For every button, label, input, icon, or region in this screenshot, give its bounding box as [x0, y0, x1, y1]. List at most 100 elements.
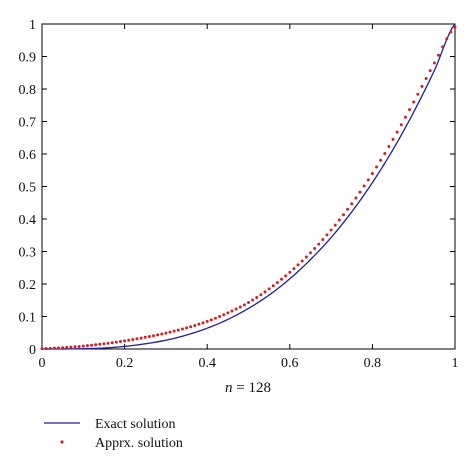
series-apprx-solution-point: [73, 345, 77, 349]
series-apprx-solution-point: [391, 137, 395, 141]
series-apprx-solution-point: [445, 37, 449, 41]
series-apprx-solution-point: [152, 334, 156, 338]
series-apprx-solution-point: [156, 333, 160, 337]
series-apprx-solution-point: [453, 25, 457, 29]
series-apprx-solution-point: [77, 344, 81, 348]
series-apprx-solution-point: [90, 343, 94, 347]
series-apprx-solution-point: [399, 123, 403, 127]
series-apprx-solution-point: [366, 178, 370, 182]
series-apprx-solution-point: [255, 295, 259, 299]
x-axis-label: n = 128: [225, 380, 271, 396]
x-tick-label: 0.8: [364, 356, 382, 371]
series-apprx-solution-point: [147, 335, 151, 339]
y-tick-label: 0.2: [19, 278, 37, 293]
series-apprx-solution-point: [329, 228, 333, 232]
series-apprx-solution-point: [441, 45, 445, 49]
series-apprx-solution-point: [333, 223, 337, 227]
series-apprx-solution-point: [123, 339, 127, 343]
series-apprx-solution-point: [300, 259, 304, 263]
tick-labels: 0 0.2 0.4 0.6 0.8 1 0 0.1 0.2 0.3 0.4 0.5 0.6 0.7 0.8 0…: [19, 18, 459, 371]
series-apprx-solution-point: [127, 338, 131, 342]
series-apprx-solution-point: [114, 340, 118, 344]
series-apprx-solution-point: [263, 290, 267, 294]
x-tick-label: 0: [39, 356, 46, 371]
series-apprx-solution-point: [69, 345, 73, 349]
x-tick-label: 1: [452, 356, 459, 371]
series-apprx-solution-point: [259, 293, 263, 297]
series-apprx-solution-point: [275, 281, 279, 285]
series-apprx-solution-point: [189, 325, 193, 329]
series-apprx-solution-point: [375, 165, 379, 169]
series-apprx-solution-point: [379, 158, 383, 162]
series-apprx-solution-point: [57, 346, 61, 350]
series-apprx-solution-point: [350, 202, 354, 206]
series-apprx-solution-point: [317, 242, 321, 246]
x-axis-label-variable: n: [225, 380, 233, 396]
series-apprx-solution-point: [222, 313, 226, 317]
series-apprx-solution-point: [428, 69, 432, 73]
series-apprx-solution-point: [387, 144, 391, 148]
y-tick-label: 0.5: [19, 181, 37, 196]
legend-label-apprx: Apprx. solution: [95, 436, 183, 451]
series-apprx-solution-point: [238, 305, 242, 309]
y-tick-label: 0.7: [19, 116, 37, 131]
series-apprx-solution-point: [106, 341, 110, 345]
series-apprx-solution-point: [94, 343, 98, 347]
series-apprx-solution-point: [230, 309, 234, 313]
series-apprx-solution-point: [226, 311, 230, 315]
legend: Exact solution Apprx. solution: [44, 417, 183, 451]
plot-frame: [41, 23, 456, 350]
series-apprx-solution-point: [267, 287, 271, 291]
legend-label-exact: Exact solution: [95, 417, 176, 432]
series-apprx-solution-point: [213, 316, 217, 320]
series-apprx-solution-point: [185, 326, 189, 330]
x-axis-label-value: = 128: [233, 380, 271, 396]
series-apprx-solution-point: [424, 76, 428, 80]
series-apprx-solution-point: [85, 344, 89, 348]
series-apprx-solution-point: [370, 172, 374, 175]
series-apprx-solution-point: [176, 328, 180, 332]
y-tick-label: 0.8: [19, 83, 37, 98]
series-apprx-solution-point: [197, 322, 201, 326]
series-apprx-solution-point: [209, 318, 213, 322]
series-apprx-solution-point: [61, 346, 65, 350]
series-apprx-solution-point: [251, 298, 255, 302]
series-apprx-solution-point: [403, 115, 407, 119]
series-apprx-solution-point: [288, 270, 292, 274]
series-apprx-solution-point: [354, 196, 358, 200]
series-apprx-solution-point: [40, 347, 44, 351]
series-apprx-solution-point: [160, 332, 164, 336]
y-tick-label: 0.4: [19, 213, 37, 228]
series-apprx-solution-point: [180, 327, 184, 331]
x-tick-label: 0.6: [281, 356, 299, 371]
series-apprx-solution-point: [383, 151, 387, 155]
series-apprx-solution-point: [346, 207, 350, 211]
series-apprx-solution-point: [44, 347, 48, 351]
series-apprx-solution-point: [81, 344, 85, 348]
series-exact-solution-line: [42, 23, 456, 350]
y-tick-label: 0: [29, 343, 36, 358]
series-apprx-solution-point: [304, 255, 308, 259]
series-apprx-solution-point: [201, 321, 205, 325]
series-layer: [40, 23, 457, 351]
series-apprx-solution-point: [280, 277, 284, 281]
series-apprx-solution-point: [416, 92, 420, 96]
series-apprx-solution-point: [321, 238, 325, 242]
series-apprx-solution-point: [234, 307, 238, 311]
series-apprx-solution-point: [296, 263, 300, 267]
series-apprx-solution-point: [205, 319, 209, 323]
series-apprx-solution-point: [110, 341, 114, 345]
x-tick-label: 0.2: [116, 356, 134, 371]
series-apprx-solution-point: [337, 218, 341, 222]
series-apprx-solution-point: [52, 346, 56, 350]
y-tick-label: 0.3: [19, 246, 37, 261]
y-tick-label: 0.6: [19, 148, 37, 163]
series-apprx-solution-point: [341, 213, 345, 217]
series-apprx-solution-point: [218, 315, 222, 319]
series-apprx-solution-point: [143, 335, 147, 339]
series-apprx-solution-point: [131, 338, 135, 342]
series-apprx-solution-point: [102, 342, 106, 346]
series-apprx-solution-point: [395, 130, 399, 134]
series-apprx-solution-point: [412, 100, 416, 104]
